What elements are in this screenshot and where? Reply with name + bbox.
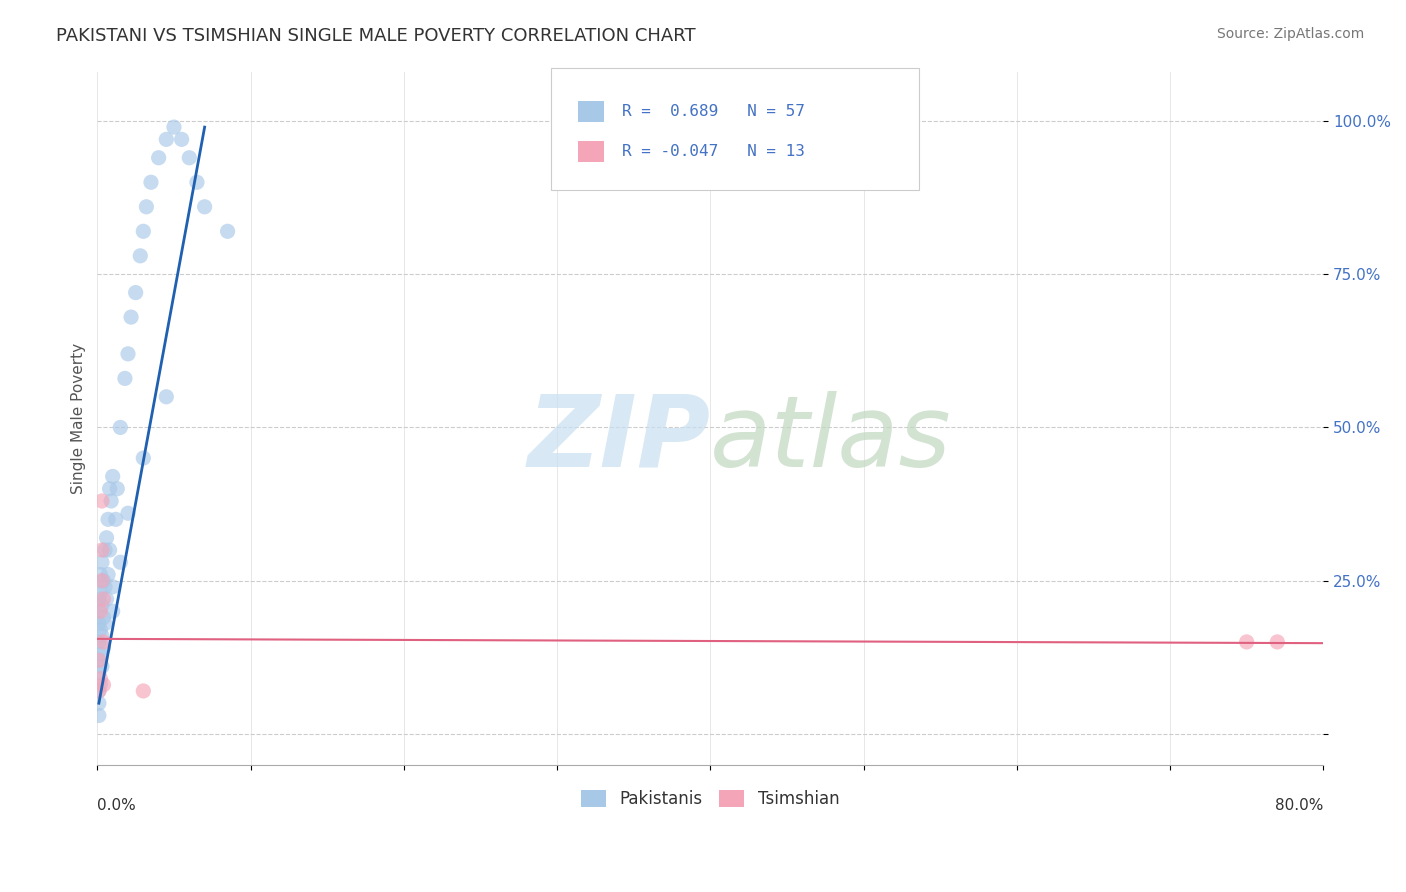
- Point: [93, 678, 115, 692]
- Point: [97, 567, 120, 582]
- Point: [87, 653, 110, 667]
- Point: [110, 420, 132, 434]
- Point: [124, 285, 146, 300]
- Point: [139, 175, 162, 189]
- Point: [93, 610, 115, 624]
- Point: [87, 696, 110, 710]
- Point: [87, 665, 110, 680]
- Point: [87, 616, 110, 631]
- Legend: Pakistanis, Tsimshian: Pakistanis, Tsimshian: [575, 783, 846, 815]
- Point: [101, 580, 124, 594]
- Point: [101, 469, 124, 483]
- Point: [98, 482, 121, 496]
- Point: [135, 200, 157, 214]
- Point: [132, 684, 155, 698]
- Point: [117, 347, 139, 361]
- Point: [87, 592, 110, 607]
- Point: [89, 647, 111, 661]
- Point: [132, 224, 155, 238]
- Point: [170, 132, 193, 146]
- Point: [148, 151, 170, 165]
- Bar: [578, 141, 603, 162]
- Point: [132, 451, 155, 466]
- Point: [104, 512, 127, 526]
- Point: [89, 678, 111, 692]
- Point: [1236, 635, 1258, 649]
- Point: [87, 684, 110, 698]
- Text: Source: ZipAtlas.com: Source: ZipAtlas.com: [1216, 27, 1364, 41]
- Text: 0.0%: 0.0%: [97, 797, 136, 813]
- Point: [94, 580, 117, 594]
- Point: [91, 555, 114, 569]
- Text: ZIP: ZIP: [527, 391, 710, 488]
- Point: [163, 120, 186, 135]
- Point: [114, 371, 136, 385]
- Point: [91, 598, 114, 612]
- Bar: [578, 101, 603, 122]
- Point: [93, 641, 115, 656]
- Point: [94, 616, 117, 631]
- Point: [155, 390, 177, 404]
- Point: [93, 592, 115, 607]
- Point: [87, 708, 110, 723]
- Point: [91, 543, 114, 558]
- Point: [101, 604, 124, 618]
- Text: atlas: atlas: [710, 391, 952, 488]
- Point: [179, 151, 201, 165]
- Point: [89, 623, 111, 637]
- Point: [186, 175, 208, 189]
- Point: [129, 249, 152, 263]
- Point: [91, 629, 114, 643]
- Point: [155, 132, 177, 146]
- Point: [96, 592, 118, 607]
- Point: [217, 224, 239, 238]
- Point: [89, 567, 111, 582]
- Text: PAKISTANI VS TSIMSHIAN SINGLE MALE POVERTY CORRELATION CHART: PAKISTANI VS TSIMSHIAN SINGLE MALE POVER…: [56, 27, 696, 45]
- Point: [89, 586, 111, 600]
- Y-axis label: Single Male Poverty: Single Male Poverty: [72, 343, 86, 494]
- Point: [96, 531, 118, 545]
- Point: [89, 672, 111, 686]
- Point: [1265, 635, 1288, 649]
- Point: [100, 494, 122, 508]
- Point: [98, 543, 121, 558]
- Point: [87, 684, 110, 698]
- Point: [94, 543, 117, 558]
- Point: [194, 200, 217, 214]
- Point: [93, 635, 115, 649]
- Point: [87, 604, 110, 618]
- Point: [93, 574, 115, 588]
- Point: [120, 310, 142, 325]
- Point: [110, 555, 132, 569]
- Point: [105, 482, 128, 496]
- Point: [117, 506, 139, 520]
- Point: [87, 635, 110, 649]
- Text: R =  0.689   N = 57: R = 0.689 N = 57: [621, 104, 804, 119]
- Point: [91, 659, 114, 673]
- FancyBboxPatch shape: [551, 69, 918, 190]
- Point: [89, 604, 111, 618]
- Point: [91, 494, 114, 508]
- Point: [91, 574, 114, 588]
- Point: [97, 512, 120, 526]
- Point: [87, 653, 110, 667]
- Text: 80.0%: 80.0%: [1275, 797, 1323, 813]
- Text: R = -0.047   N = 13: R = -0.047 N = 13: [621, 145, 804, 159]
